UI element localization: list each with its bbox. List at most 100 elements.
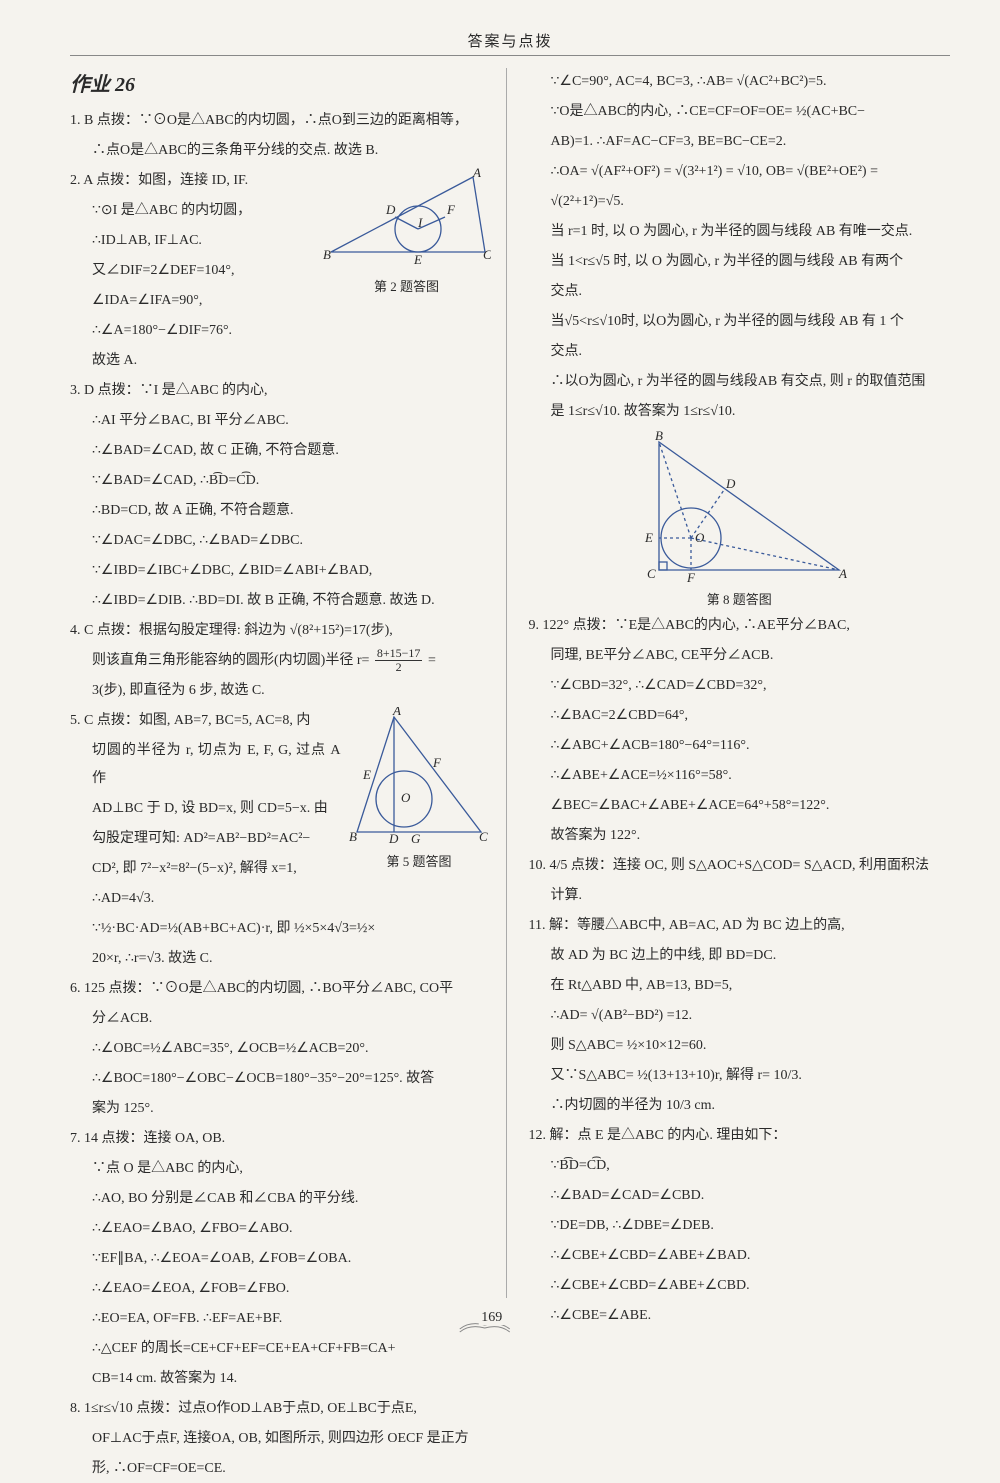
text-line: 当 r=1 时, 以 O 为圆心, r 为半径的圆与线段 AB 有唯一交点. bbox=[529, 218, 951, 246]
figure-5: A B C E F O D G 第 5 题答图 bbox=[347, 707, 492, 870]
text-line: ∴∠BAD=∠CAD, 故 C 正确, 不符合题意. bbox=[70, 437, 492, 465]
text-line: ∴△CEF 的周长=CE+CF+EF=CE+EA+CF+FB=CA+ bbox=[70, 1335, 492, 1363]
page-header: 答案与点拨 bbox=[70, 30, 950, 56]
left-column: 作业 26 1. B 点拨：∵⊙O是△ABC的内切圆，∴点O到三边的距离相等， … bbox=[70, 68, 507, 1298]
text-line: ∴EO=EA, OF=FB. ∴EF=AE+BF. bbox=[70, 1305, 492, 1333]
svg-text:D: D bbox=[725, 476, 736, 491]
text-line: 7. 14 点拨：连接 OA, OB. bbox=[70, 1125, 492, 1153]
text-line: 故答案为 122°. bbox=[529, 822, 951, 850]
text-line: ∴∠CBE+∠CBD=∠ABE+∠CBD. bbox=[529, 1272, 951, 1300]
svg-text:C: C bbox=[647, 566, 656, 581]
text-line: 当√5<r≤√10时, 以O为圆心, r 为半径的圆与线段 AB 有 1 个 bbox=[529, 308, 951, 336]
text-line: 又∵S△ABC= ½(13+13+10)r, 解得 r= 10/3. bbox=[529, 1062, 951, 1090]
text-line: ∴∠CBE=∠ABE. bbox=[529, 1302, 951, 1330]
svg-text:E: E bbox=[644, 530, 653, 545]
text-line: ∴AD=4√3. bbox=[70, 885, 492, 913]
svg-text:C: C bbox=[479, 829, 488, 844]
text-line: ∴AO, BO 分别是∠CAB 和∠CBA 的平分线. bbox=[70, 1185, 492, 1213]
geometry-diagram-icon: B C A D E F O bbox=[629, 430, 849, 585]
text-line: √(2²+1²)=√5. bbox=[529, 188, 951, 216]
text-line: ∵EF∥BA, ∴∠EOA=∠OAB, ∠FOB=∠OBA. bbox=[70, 1245, 492, 1273]
text-line: ∠BEC=∠BAC+∠ABE+∠ACE=64°+58°=122°. bbox=[529, 792, 951, 820]
figure-caption: 第 8 题答图 bbox=[529, 589, 951, 608]
text-line: ∴∠CBE+∠CBD=∠ABE+∠BAD. bbox=[529, 1242, 951, 1270]
text-line: ∴∠A=180°−∠DIF=76°. bbox=[70, 317, 492, 345]
figure-caption: 第 2 题答图 bbox=[322, 276, 492, 295]
svg-text:D: D bbox=[385, 202, 396, 217]
svg-text:C: C bbox=[483, 247, 491, 262]
text-line: ∴AD= √(AB²−BD²) =12. bbox=[529, 1002, 951, 1030]
text-line: ∵点 O 是△ABC 的内心, bbox=[70, 1155, 492, 1183]
text-line: 8. 1≤r≤√10 点拨：过点O作OD⊥AB于点D, OE⊥BC于点E, bbox=[70, 1395, 492, 1423]
text-line: 1. B 点拨：∵⊙O是△ABC的内切圆，∴点O到三边的距离相等， bbox=[70, 107, 492, 135]
text-line: 案为 125°. bbox=[70, 1095, 492, 1123]
svg-text:B: B bbox=[349, 829, 357, 844]
svg-text:A: A bbox=[392, 707, 401, 718]
text-line: 故 AD 为 BC 边上的中线, 即 BD=DC. bbox=[529, 942, 951, 970]
text-line: 3(步), 即直径为 6 步, 故选 C. bbox=[70, 677, 492, 705]
text-line: ∵∠C=90°, AC=4, BC=3, ∴AB= √(AC²+BC²)=5. bbox=[529, 68, 951, 96]
text-line: ∴∠ABC+∠ACB=180°−64°=116°. bbox=[529, 732, 951, 760]
text-line: ∵∠DAC=∠DBC, ∴∠BAD=∠DBC. bbox=[70, 527, 492, 555]
svg-text:F: F bbox=[446, 202, 456, 217]
text-line: ∴∠ABE+∠ACE=½×116°=58°. bbox=[529, 762, 951, 790]
svg-text:B: B bbox=[655, 430, 663, 443]
text-line: 交点. bbox=[529, 278, 951, 306]
svg-text:A: A bbox=[472, 167, 481, 180]
svg-text:F: F bbox=[686, 570, 696, 585]
text-line: 形, ∴OF=CF=OE=CE. bbox=[70, 1455, 492, 1483]
text-line: ∵½·BC·AD=½(AB+BC+AC)·r, 即 ½×5×4√3=½× bbox=[70, 915, 492, 943]
text-line: 10. 4/5 点拨：连接 OC, 则 S△AOC+S△COD= S△ACD, … bbox=[529, 852, 951, 880]
svg-text:I: I bbox=[417, 215, 423, 230]
text-line: 11. 解：等腰△ABC中, AB=AC, AD 为 BC 边上的高, bbox=[529, 912, 951, 940]
right-column: ∵∠C=90°, AC=4, BC=3, ∴AB= √(AC²+BC²)=5. … bbox=[525, 68, 951, 1298]
text-line: ∵O是△ABC的内心, ∴CE=CF=OF=OE= ½(AC+BC− bbox=[529, 98, 951, 126]
text-line: ∴∠BOC=180°−∠OBC−∠OCB=180°−35°−20°=125°. … bbox=[70, 1065, 492, 1093]
text-line: ∴点O是△ABC的三条角平分线的交点. 故选 B. bbox=[70, 137, 492, 165]
text-line: ∴AI 平分∠BAC, BI 平分∠ABC. bbox=[70, 407, 492, 435]
text-line: ∴∠IBD=∠DIB. ∴BD=DI. 故 B 正确, 不符合题意. 故选 D. bbox=[70, 587, 492, 615]
figure-caption: 第 5 题答图 bbox=[347, 851, 492, 870]
svg-text:F: F bbox=[432, 755, 442, 770]
geometry-diagram-icon: A B C D F I E bbox=[323, 167, 491, 272]
text-line: ∴以O为圆心, r 为半径的圆与线段AB 有交点, 则 r 的取值范围 bbox=[529, 368, 951, 396]
text-line: ∵B͡D=C͡D, bbox=[529, 1152, 951, 1180]
text-line: 在 Rt△ABD 中, AB=13, BD=5, bbox=[529, 972, 951, 1000]
text-line: 12. 解：点 E 是△ABC 的内心. 理由如下： bbox=[529, 1122, 951, 1150]
text-line: ∴∠BAC=2∠CBD=64°, bbox=[529, 702, 951, 730]
text-line: 3. D 点拨：∵I 是△ABC 的内心, bbox=[70, 377, 492, 405]
text-line: 则该直角三角形能容纳的圆形(内切圆)半径 r= 8+15−172 = bbox=[70, 647, 492, 675]
text-line: 计算. bbox=[529, 882, 951, 910]
text-line: ∵DE=DB, ∴∠DBE=∠DEB. bbox=[529, 1212, 951, 1240]
text-line: AB)=1. ∴AF=AC−CF=3, BE=BC−CE=2. bbox=[529, 128, 951, 156]
text-line: 交点. bbox=[529, 338, 951, 366]
text-line: ∵∠BAD=∠CAD, ∴B͡D=C͡D. bbox=[70, 467, 492, 495]
text-line: 分∠ACB. bbox=[70, 1005, 492, 1033]
text-line: ∴∠OBC=½∠ABC=35°, ∠OCB=½∠ACB=20°. bbox=[70, 1035, 492, 1063]
text-line: 4. C 点拨：根据勾股定理得: 斜边为 √(8²+15²)=17(步), bbox=[70, 617, 492, 645]
geometry-diagram-icon: A B C E F O D G bbox=[349, 707, 489, 847]
text-line: ∴∠EAO=∠EOA, ∠FOB=∠FBO. bbox=[70, 1275, 492, 1303]
svg-text:B: B bbox=[323, 247, 331, 262]
svg-text:E: E bbox=[362, 767, 371, 782]
figure-2: A B C D F I E 第 2 题答图 bbox=[322, 167, 492, 295]
text-line: 20×r, ∴r=√3. 故选 C. bbox=[70, 945, 492, 973]
text-line: 当 1<r≤√5 时, 以 O 为圆心, r 为半径的圆与线段 AB 有两个 bbox=[529, 248, 951, 276]
content-columns: 作业 26 1. B 点拨：∵⊙O是△ABC的内切圆，∴点O到三边的距离相等， … bbox=[70, 68, 950, 1298]
text-line: ∴∠BAD=∠CAD=∠CBD. bbox=[529, 1182, 951, 1210]
text-line: 则 S△ABC= ½×10×12=60. bbox=[529, 1032, 951, 1060]
section-title: 作业 26 bbox=[70, 68, 492, 97]
text-line: 同理, BE平分∠ABC, CE平分∠ACB. bbox=[529, 642, 951, 670]
fraction: 8+15−172 bbox=[375, 647, 423, 674]
svg-text:D: D bbox=[388, 831, 399, 846]
figure-8: B C A D E F O 第 8 题答图 bbox=[529, 430, 951, 608]
svg-text:A: A bbox=[838, 566, 847, 581]
text-line: ∴OA= √(AF²+OF²) = √(3²+1²) = √10, OB= √(… bbox=[529, 158, 951, 186]
text-line: ∴∠EAO=∠BAO, ∠FBO=∠ABO. bbox=[70, 1215, 492, 1243]
text-line: ∴内切圆的半径为 10/3 cm. bbox=[529, 1092, 951, 1120]
text-line: 是 1≤r≤√10. 故答案为 1≤r≤√10. bbox=[529, 398, 951, 426]
text-line: OF⊥AC于点F, 连接OA, OB, 如图所示, 则四边形 OECF 是正方 bbox=[70, 1425, 492, 1453]
svg-text:E: E bbox=[413, 252, 422, 267]
page-number-value: 169 bbox=[478, 1310, 505, 1325]
page: 答案与点拨 作业 26 1. B 点拨：∵⊙O是△ABC的内切圆，∴点O到三边的… bbox=[0, 0, 1000, 1345]
